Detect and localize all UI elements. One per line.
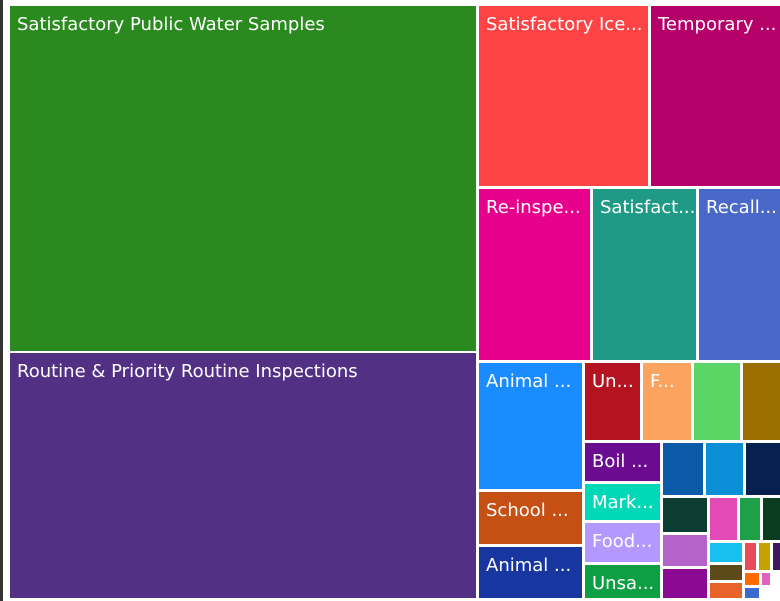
treemap-tile: Recall... (699, 189, 780, 360)
treemap-tile: Unsa... (585, 565, 660, 598)
treemap-tile: Food... (585, 523, 660, 562)
treemap-tile (745, 588, 759, 598)
treemap-tile: Satisfactory Public Water Samples (10, 6, 476, 351)
treemap-tile (710, 498, 737, 540)
treemap-tile (706, 443, 743, 495)
treemap-tile (710, 543, 742, 562)
treemap-tile (663, 535, 707, 566)
left-edge (0, 0, 3, 601)
treemap-tile (759, 543, 770, 570)
treemap-tile (745, 573, 759, 585)
treemap-tile (745, 543, 756, 570)
treemap-tile: Un... (585, 363, 640, 440)
treemap-tile (762, 573, 770, 585)
treemap-tile (763, 498, 780, 540)
treemap-tile (710, 583, 742, 598)
treemap-tile (743, 363, 780, 440)
treemap-tile: Re-inspe... (479, 189, 590, 360)
treemap-tile: Boil ... (585, 443, 660, 481)
treemap-tile (740, 498, 760, 540)
treemap-tile (773, 543, 780, 570)
treemap-tile: School ... (479, 492, 582, 544)
treemap-tile: Animal ... (479, 363, 582, 489)
treemap-tile: Mark... (585, 484, 660, 520)
treemap-tile (694, 363, 740, 440)
treemap-tile: F... (643, 363, 691, 440)
treemap-tile: Satisfactory Ice... (479, 6, 648, 186)
treemap-tile (663, 569, 707, 598)
treemap-tile: Satisfact... (593, 189, 696, 360)
treemap-tile: Routine & Priority Routine Inspections (10, 353, 476, 598)
treemap-tile (663, 498, 707, 532)
treemap-tile (746, 443, 780, 495)
treemap-tile (710, 565, 742, 580)
treemap-tile: Animal ... (479, 547, 582, 598)
treemap-tile: Temporary ... (651, 6, 780, 186)
treemap-tile (663, 443, 703, 495)
